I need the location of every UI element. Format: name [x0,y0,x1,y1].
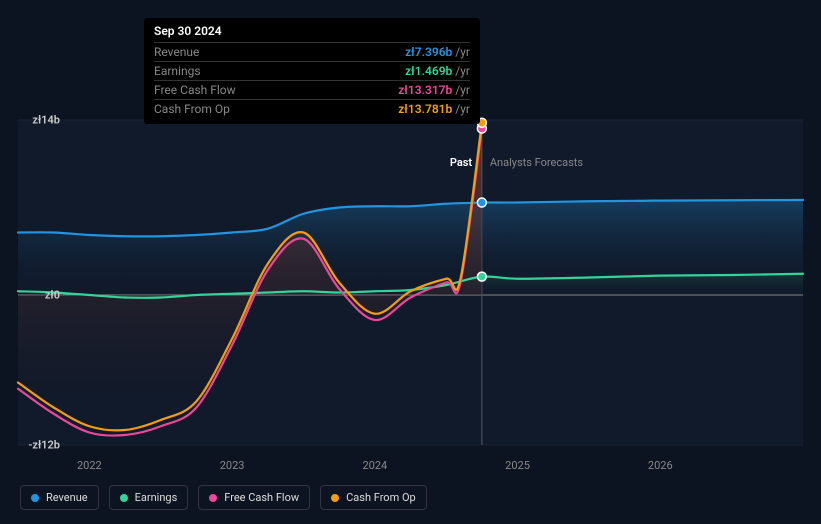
tooltip-row: Earnings zł1.469b/yr [154,61,470,80]
legend-swatch [120,494,128,502]
x-tick-label: 2025 [505,459,530,472]
legend-label: Cash From Op [346,491,416,504]
tooltip-row-label: Earnings [154,64,201,78]
tooltip-row-unit: /yr [455,83,470,97]
tooltip-row-label: Cash From Op [154,102,230,116]
legend-swatch [31,494,39,502]
tooltip-row-label: Free Cash Flow [154,83,236,97]
tooltip-row-unit: /yr [455,45,470,59]
legend-item[interactable]: Cash From Op [320,485,427,510]
tooltip-row-value: zł1.469b [405,64,452,78]
tooltip-row: Free Cash Flow zł13.317b/yr [154,80,470,99]
forecast-label: Analysts Forecasts [490,156,583,169]
legend-label: Free Cash Flow [224,491,299,504]
x-tick-label: 2022 [77,459,102,472]
tooltip-row-value: zł7.396b [405,45,452,59]
tooltip-row-value: zł13.317b [398,83,452,97]
earnings-revenue-chart: Sep 30 2024 Revenue zł7.396b/yr Earnings zł… [0,0,821,524]
legend-item[interactable]: Free Cash Flow [198,485,310,510]
legend-label: Revenue [46,491,88,504]
chart-tooltip: Sep 30 2024 Revenue zł7.396b/yr Earnings zł… [144,18,480,124]
y-tick-label: zł14b [32,114,60,127]
legend-item[interactable]: Revenue [20,485,99,510]
tooltip-row-value: zł13.781b [398,102,452,116]
tooltip-title: Sep 30 2024 [154,24,470,42]
legend-swatch [331,494,339,502]
past-label: Past [450,156,472,169]
x-tick-label: 2026 [648,459,673,472]
x-tick-label: 2024 [362,459,387,472]
chart-legend: Revenue Earnings Free Cash Flow Cash From O… [20,485,427,510]
legend-label: Earnings [135,491,178,504]
y-tick-label: -zł12b [28,439,60,452]
tooltip-row-label: Revenue [154,45,199,59]
tooltip-row: Cash From Op zł13.781b/yr [154,99,470,118]
tooltip-row-unit: /yr [455,102,470,116]
legend-item[interactable]: Earnings [109,485,189,510]
y-tick-label: zł0 [45,289,60,302]
tooltip-row-unit: /yr [455,64,470,78]
tooltip-row: Revenue zł7.396b/yr [154,42,470,61]
tooltip-rows: Revenuezł7.396b/yrEarningszł1.469b/yrFre… [154,42,470,118]
legend-swatch [209,494,217,502]
x-tick-label: 2023 [220,459,245,472]
